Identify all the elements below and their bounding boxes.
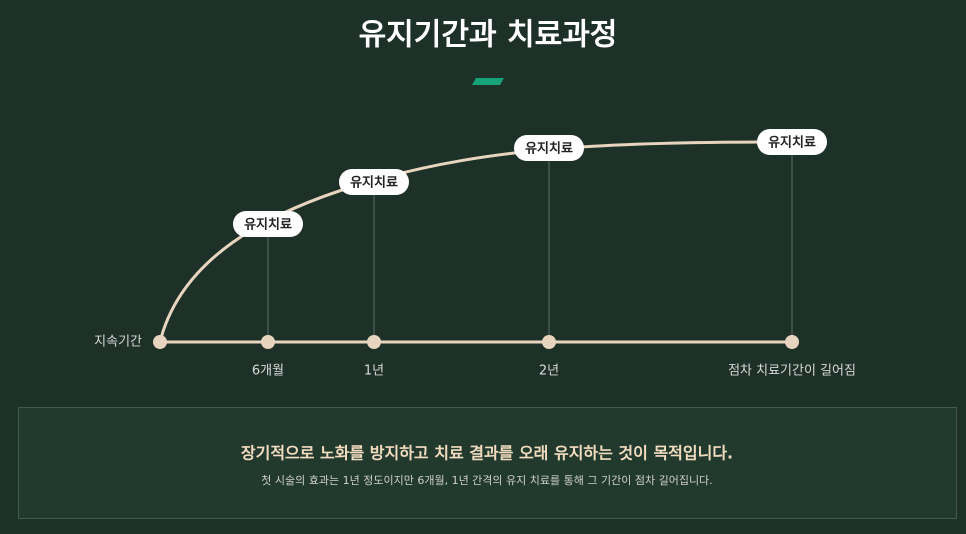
badge [514, 135, 584, 161]
summary-headline: 장기적으로 노화를 방지하고 치료 결과를 오래 유지하는 것이 목적입니다. [241, 444, 733, 463]
badge-label: 유지치료 [244, 217, 292, 233]
milestone-label: 6개월 [252, 364, 284, 379]
badge-label: 유지치료 [525, 141, 573, 157]
badge [757, 129, 827, 155]
milestone-dot [785, 335, 799, 349]
title: 유지기간과 치료과정 [359, 18, 618, 53]
summary-text: 첫 시술의 효과는 1년 정도이지만 6개월, 1년 간격의 유지 치료를 통해… [261, 473, 712, 487]
accent-bar [472, 78, 504, 85]
milestone-label: 2년 [539, 364, 559, 379]
summary-box [18, 407, 957, 519]
badge-label: 유지치료 [768, 135, 816, 151]
milestone-dot [367, 335, 381, 349]
milestone-label: 점차 치료기간이 길어짐 [728, 364, 856, 379]
milestone-dot [261, 335, 275, 349]
milestone-dot [542, 335, 556, 349]
badge-label: 유지치료 [350, 175, 398, 191]
milestone-label: 1년 [364, 364, 384, 379]
axis-label: 지속기간 [94, 335, 142, 350]
start-dot [153, 335, 167, 349]
badge [233, 211, 303, 237]
badge [339, 169, 409, 195]
